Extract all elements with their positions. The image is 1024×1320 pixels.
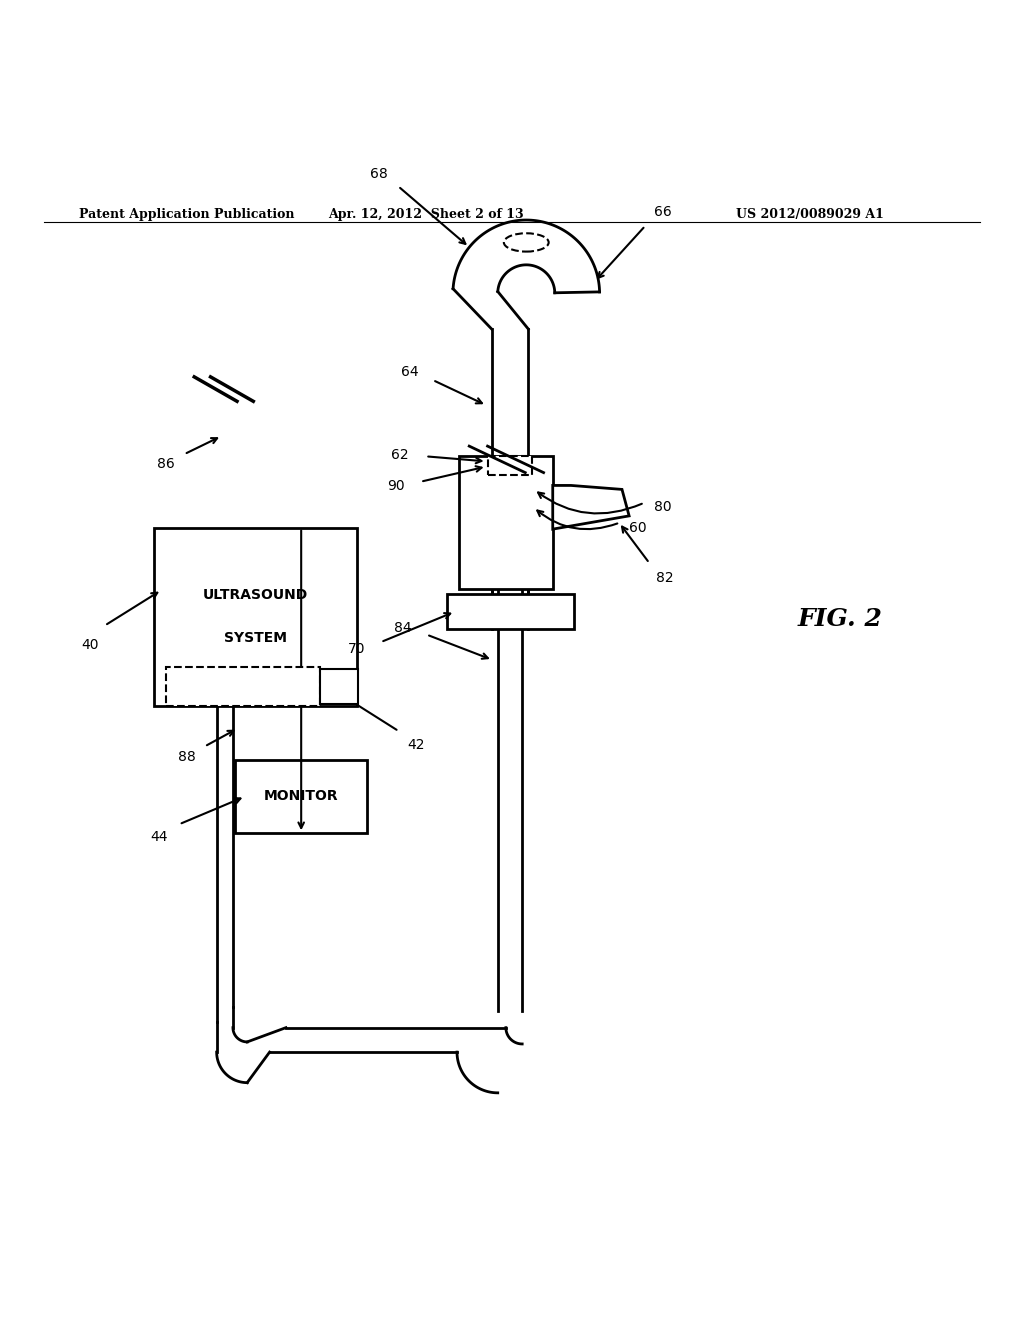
Text: 66: 66	[653, 205, 672, 219]
Text: MONITOR: MONITOR	[264, 789, 339, 804]
Text: 60: 60	[630, 520, 647, 535]
Text: US 2012/0089029 A1: US 2012/0089029 A1	[736, 207, 884, 220]
Bar	[319, 669, 358, 704]
Text: 84: 84	[394, 620, 412, 635]
Bar	[166, 667, 319, 706]
Text: ULTRASOUND: ULTRASOUND	[203, 589, 308, 602]
Bar	[459, 457, 553, 589]
Text: 82: 82	[656, 572, 674, 585]
Text: Apr. 12, 2012  Sheet 2 of 13: Apr. 12, 2012 Sheet 2 of 13	[328, 207, 523, 220]
Bar	[154, 528, 357, 706]
Polygon shape	[553, 486, 629, 529]
Text: 80: 80	[654, 500, 672, 513]
Text: SYSTEM: SYSTEM	[224, 631, 287, 645]
Text: 62: 62	[391, 447, 409, 462]
Bar	[234, 760, 368, 833]
Text: 64: 64	[400, 366, 419, 379]
Bar	[487, 457, 532, 475]
Text: FIG. 2: FIG. 2	[797, 607, 882, 631]
Text: 40: 40	[82, 638, 99, 652]
Text: 88: 88	[178, 750, 196, 764]
Ellipse shape	[504, 234, 549, 252]
Bar	[446, 594, 574, 630]
Text: 70: 70	[348, 642, 366, 656]
Text: 68: 68	[370, 168, 387, 181]
Text: 90: 90	[387, 479, 404, 492]
Text: 86: 86	[157, 458, 175, 471]
Text: 44: 44	[150, 830, 167, 845]
Text: Patent Application Publication: Patent Application Publication	[79, 207, 295, 220]
Text: 42: 42	[408, 738, 425, 752]
